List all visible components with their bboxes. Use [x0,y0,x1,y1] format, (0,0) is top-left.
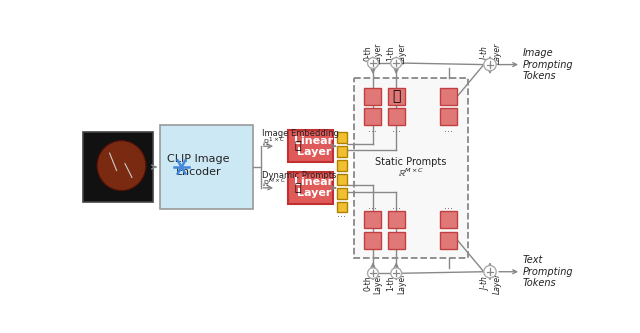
Circle shape [484,58,496,71]
Circle shape [391,268,402,279]
Circle shape [391,58,402,69]
Bar [440,211,458,228]
Text: $\mathbb{R}^{M\times C}$: $\mathbb{R}^{M\times C}$ [262,177,287,189]
Bar [337,202,348,212]
Text: Linear: Linear [294,177,333,187]
Circle shape [367,58,378,69]
Text: Encoder: Encoder [176,166,221,176]
Text: 1-th
Layer: 1-th Layer [387,42,406,64]
Bar [160,125,253,209]
Text: 🔥: 🔥 [294,141,301,151]
Bar [364,211,381,228]
Text: 1-th
Layer: 1-th Layer [387,273,406,294]
Circle shape [367,268,378,279]
Text: Dynamic Prompts: Dynamic Prompts [262,171,337,180]
Bar [388,109,404,126]
Bar [388,211,404,228]
Text: ...: ... [444,124,453,134]
Bar [337,146,348,157]
Text: Image Embedding: Image Embedding [262,130,339,139]
Bar [337,132,348,143]
Text: $\mathbb{R}^{1\times C}$: $\mathbb{R}^{1\times C}$ [262,136,285,148]
Text: ...: ... [337,167,346,177]
Circle shape [484,266,496,278]
Text: Linear: Linear [294,136,333,146]
Bar [388,88,404,105]
Text: CLIP Image: CLIP Image [167,154,230,164]
Text: Layer: Layer [297,188,332,198]
Bar [440,88,458,105]
Bar [288,130,333,163]
Bar [337,188,348,198]
Text: ...: ... [444,200,453,210]
Text: Static Prompts: Static Prompts [375,157,447,167]
Text: 🔥: 🔥 [392,89,401,103]
Text: 0-th
Layer: 0-th Layer [364,42,383,64]
Text: ...: ... [369,200,378,210]
Text: ...: ... [337,209,346,219]
Text: Image
Prompting
Tokens: Image Prompting Tokens [522,48,573,81]
Bar [337,160,348,171]
Bar [353,79,468,258]
Text: $\mathbb{R}^{M\times C}$: $\mathbb{R}^{M\times C}$ [397,166,424,179]
Bar [388,232,404,249]
Text: ...: ... [392,124,401,134]
Text: ...: ... [392,200,401,210]
Text: $J$-th
Layer: $J$-th Layer [478,273,502,294]
Text: $J$-th
Layer: $J$-th Layer [478,42,502,64]
Bar [364,88,381,105]
Bar [83,132,153,202]
Text: Layer: Layer [297,147,332,157]
Text: 0-th
Layer: 0-th Layer [364,273,383,294]
Bar [364,232,381,249]
Bar [364,109,381,126]
Text: ...: ... [369,124,378,134]
Bar [440,232,458,249]
Bar [288,171,333,204]
Ellipse shape [97,141,146,190]
Bar [337,174,348,185]
Text: 🔥: 🔥 [294,183,301,193]
Text: Text
Prompting
Tokens: Text Prompting Tokens [522,255,573,288]
Bar [440,109,458,126]
